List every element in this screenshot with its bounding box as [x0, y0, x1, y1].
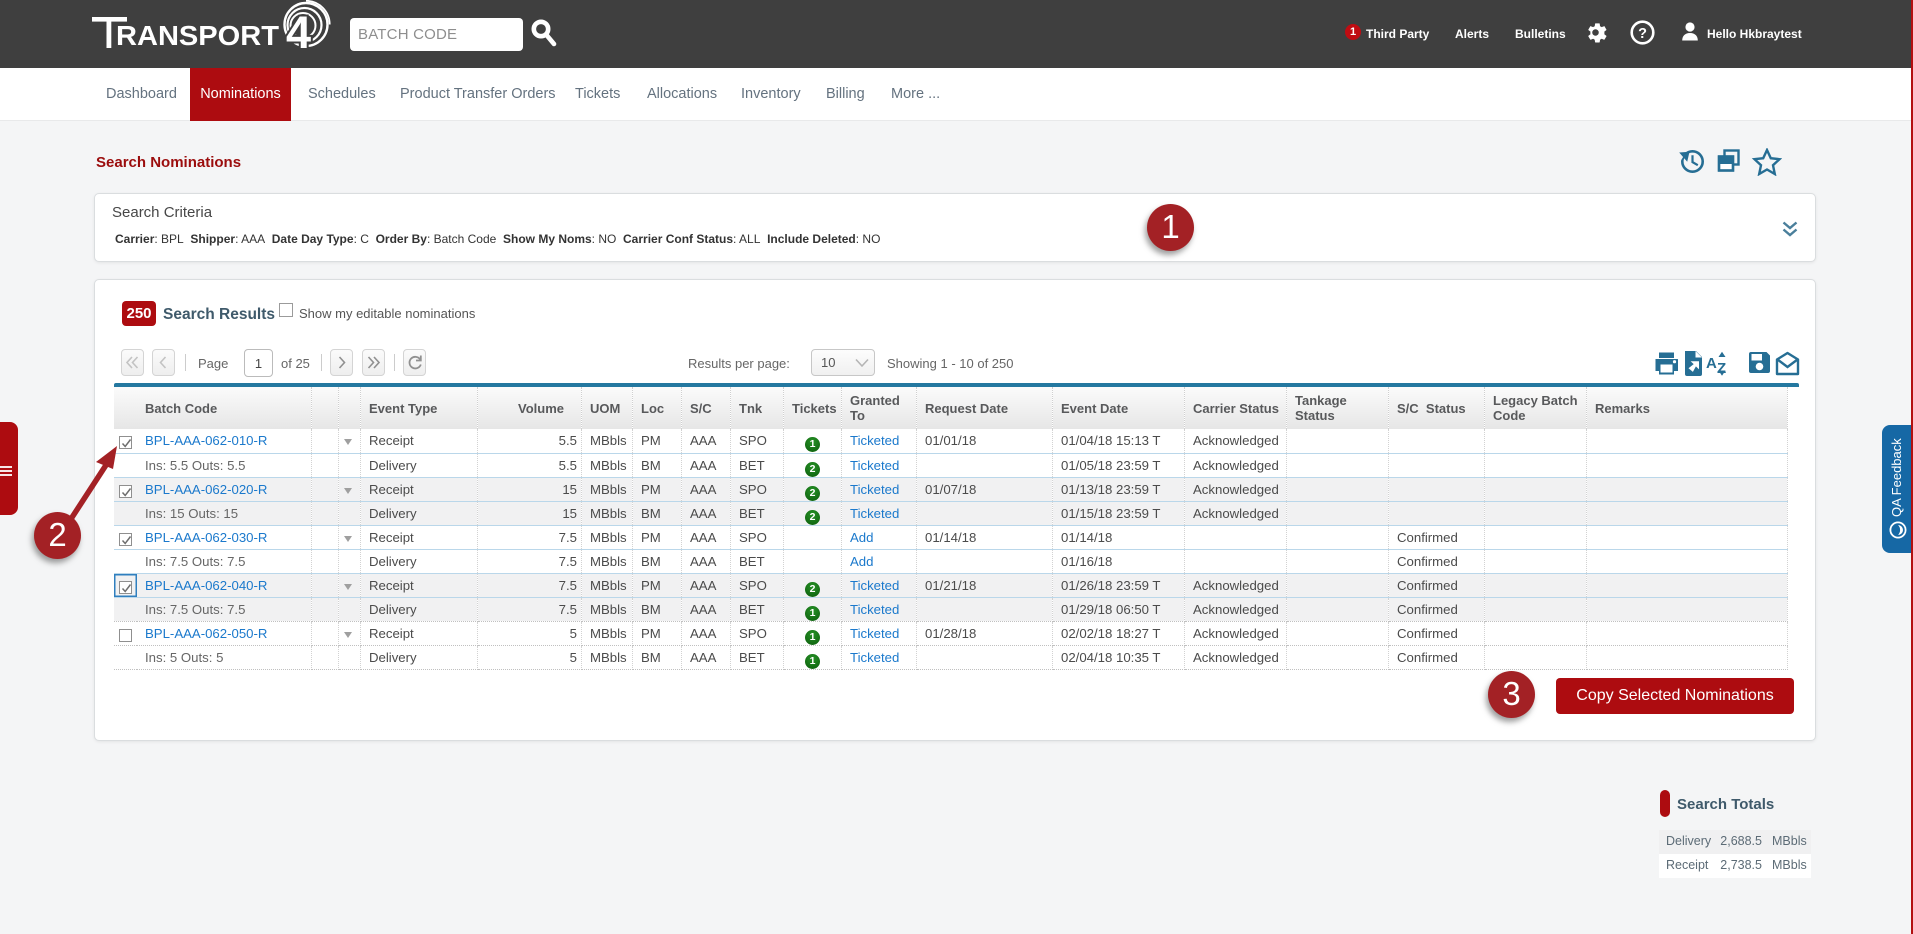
- svg-text:?: ?: [1638, 26, 1647, 42]
- svg-text:4: 4: [286, 7, 311, 56]
- svg-text:A: A: [1706, 355, 1717, 372]
- svg-text:RANSPORT: RANSPORT: [116, 20, 279, 51]
- svg-text:Z: Z: [1717, 360, 1726, 377]
